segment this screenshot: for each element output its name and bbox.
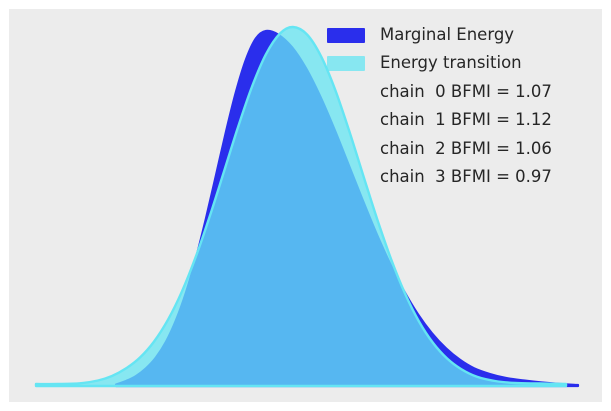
legend-item-marginal-energy: Marginal Energy bbox=[327, 21, 552, 49]
legend-label-energy-transition: Energy transition bbox=[380, 53, 522, 73]
legend-label-marginal-energy: Marginal Energy bbox=[380, 24, 515, 44]
legend-label-chain-3-bfmi: chain 3 BFMI = 0.97 bbox=[380, 166, 552, 186]
marginal-energy-swatch-icon bbox=[327, 27, 365, 43]
energy-transition-swatch-icon bbox=[327, 56, 365, 72]
legend-item-energy-transition: Energy transition bbox=[327, 49, 552, 77]
legend-label-chain-1-bfmi: chain 1 BFMI = 1.12 bbox=[380, 110, 552, 130]
legend-item-chain-0-bfmi: chain 0 BFMI = 1.07 bbox=[327, 78, 552, 106]
legend-item-chain-3-bfmi: chain 3 BFMI = 0.97 bbox=[327, 163, 552, 191]
legend-label-chain-0-bfmi: chain 0 BFMI = 1.07 bbox=[380, 81, 552, 101]
legend: Marginal Energy Energy transition chain … bbox=[327, 21, 552, 191]
legend-label-chain-2-bfmi: chain 2 BFMI = 1.06 bbox=[380, 138, 552, 158]
legend-item-chain-1-bfmi: chain 1 BFMI = 1.12 bbox=[327, 106, 552, 134]
legend-item-chain-2-bfmi: chain 2 BFMI = 1.06 bbox=[327, 135, 552, 163]
